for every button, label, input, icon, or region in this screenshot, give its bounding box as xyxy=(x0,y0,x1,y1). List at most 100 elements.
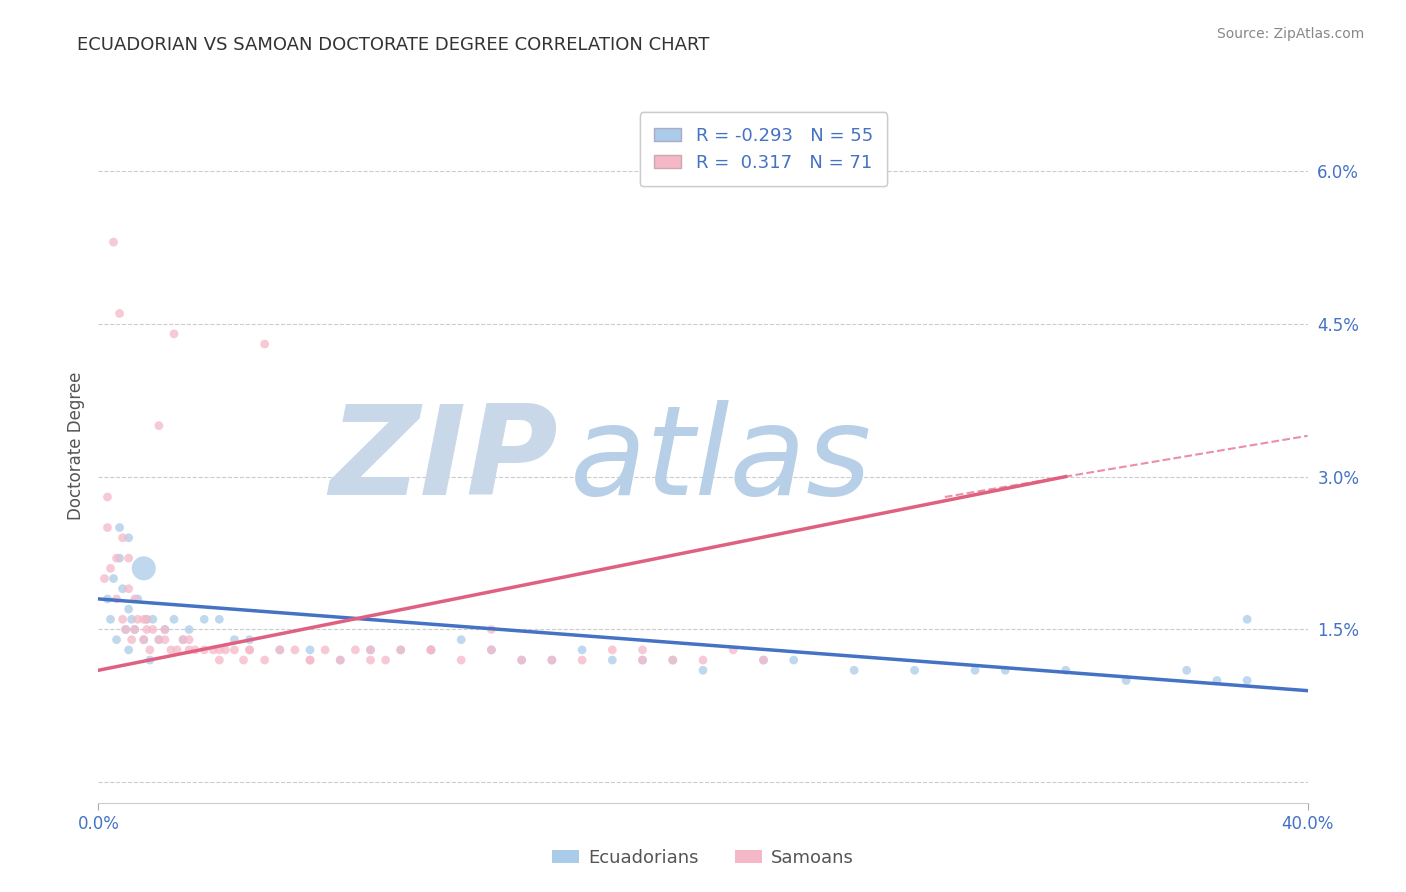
Point xyxy=(269,643,291,657)
Point xyxy=(284,643,307,657)
Point xyxy=(299,653,322,667)
Point xyxy=(374,653,396,667)
Point xyxy=(314,643,336,657)
Point xyxy=(420,643,443,657)
Point xyxy=(1236,612,1258,626)
Point xyxy=(103,572,125,586)
Point xyxy=(510,653,533,667)
Point xyxy=(127,612,149,626)
Point xyxy=(153,632,176,647)
Point xyxy=(172,632,194,647)
Point xyxy=(103,235,125,249)
Point xyxy=(344,643,367,657)
Point xyxy=(329,653,352,667)
Point xyxy=(100,561,122,575)
Point xyxy=(540,653,562,667)
Text: atlas: atlas xyxy=(569,400,872,521)
Point xyxy=(135,612,157,626)
Point xyxy=(1054,663,1077,677)
Point xyxy=(114,623,136,637)
Point xyxy=(121,612,143,626)
Point xyxy=(179,623,201,637)
Point xyxy=(121,632,143,647)
Point xyxy=(224,643,246,657)
Point xyxy=(105,551,128,566)
Point xyxy=(1115,673,1137,688)
Point xyxy=(118,602,141,616)
Point xyxy=(124,623,146,637)
Point xyxy=(139,643,162,657)
Point xyxy=(994,663,1017,677)
Point xyxy=(132,561,155,575)
Point xyxy=(105,632,128,647)
Point xyxy=(631,653,654,667)
Point xyxy=(148,418,170,433)
Point xyxy=(166,643,188,657)
Point xyxy=(208,643,231,657)
Point xyxy=(1236,673,1258,688)
Point xyxy=(661,653,683,667)
Point xyxy=(184,643,207,657)
Point xyxy=(111,531,134,545)
Legend: Ecuadorians, Samoans: Ecuadorians, Samoans xyxy=(546,842,860,874)
Point xyxy=(253,337,276,351)
Legend: R = -0.293   N = 55, R =  0.317   N = 71: R = -0.293 N = 55, R = 0.317 N = 71 xyxy=(640,112,887,186)
Point xyxy=(193,612,215,626)
Point xyxy=(299,643,322,657)
Point xyxy=(844,663,866,677)
Point xyxy=(124,591,146,606)
Point xyxy=(142,612,165,626)
Point xyxy=(153,623,176,637)
Point xyxy=(148,632,170,647)
Point xyxy=(269,643,291,657)
Text: Source: ZipAtlas.com: Source: ZipAtlas.com xyxy=(1216,27,1364,41)
Point xyxy=(96,591,118,606)
Point xyxy=(481,643,503,657)
Point xyxy=(389,643,412,657)
Point xyxy=(692,653,714,667)
Point xyxy=(132,632,155,647)
Point xyxy=(360,643,382,657)
Point xyxy=(631,653,654,667)
Point xyxy=(389,643,412,657)
Point xyxy=(96,520,118,534)
Point xyxy=(118,643,141,657)
Point xyxy=(1175,663,1198,677)
Point xyxy=(571,653,593,667)
Point xyxy=(132,632,155,647)
Point xyxy=(571,643,593,657)
Point xyxy=(602,643,624,657)
Point xyxy=(179,643,201,657)
Point xyxy=(510,653,533,667)
Point xyxy=(661,653,683,667)
Point xyxy=(96,490,118,504)
Point xyxy=(602,653,624,667)
Text: ZIP: ZIP xyxy=(329,400,558,521)
Point xyxy=(93,572,115,586)
Point xyxy=(904,663,927,677)
Point xyxy=(1206,673,1229,688)
Point xyxy=(148,632,170,647)
Point xyxy=(135,612,157,626)
Point xyxy=(752,653,775,667)
Point xyxy=(239,643,262,657)
Point xyxy=(118,582,141,596)
Point xyxy=(481,643,503,657)
Point xyxy=(108,520,131,534)
Point xyxy=(105,591,128,606)
Point xyxy=(723,643,745,657)
Point xyxy=(160,643,183,657)
Point xyxy=(239,632,262,647)
Point xyxy=(214,643,236,657)
Point xyxy=(450,653,472,667)
Point xyxy=(179,632,201,647)
Y-axis label: Doctorate Degree: Doctorate Degree xyxy=(66,372,84,520)
Point xyxy=(232,653,254,667)
Point xyxy=(127,591,149,606)
Point xyxy=(631,643,654,657)
Point xyxy=(193,643,215,657)
Point xyxy=(124,623,146,637)
Point xyxy=(153,623,176,637)
Point xyxy=(135,623,157,637)
Point xyxy=(111,612,134,626)
